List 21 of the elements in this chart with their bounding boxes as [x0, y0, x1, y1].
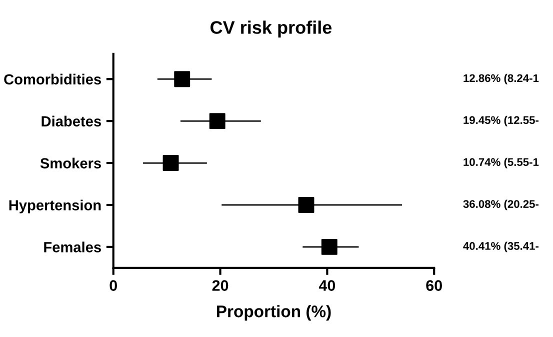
point	[209, 113, 226, 130]
data-label: 36.08% (20.25-	[463, 200, 539, 210]
x-tick-label: 60	[426, 280, 442, 291]
y-tick-label: Females	[44, 242, 101, 252]
x-axis-title: Proportion (%)	[216, 305, 331, 321]
data-label: 19.45% (12.55-	[464, 116, 539, 126]
x-tick-label: 20	[212, 280, 228, 291]
data-label: 10.74% (5.55-1	[464, 158, 539, 168]
y-tick-label: Hypertension	[9, 200, 101, 214]
x-tick-label: 0	[110, 280, 117, 291]
y-tick-label: Diabetes	[42, 116, 101, 126]
y-tick-label: Smokers	[40, 158, 101, 168]
data-label: 40.41% (35.41-	[463, 242, 539, 252]
x-tick-label: 40	[318, 280, 336, 291]
data-label: 12.86% (8.24-1	[464, 74, 539, 84]
point	[174, 71, 190, 88]
chart-title: CV risk profile	[210, 20, 332, 38]
point	[298, 196, 314, 213]
point	[162, 155, 179, 171]
y-tick-label: Comorbidities	[4, 74, 101, 85]
point	[321, 238, 338, 255]
